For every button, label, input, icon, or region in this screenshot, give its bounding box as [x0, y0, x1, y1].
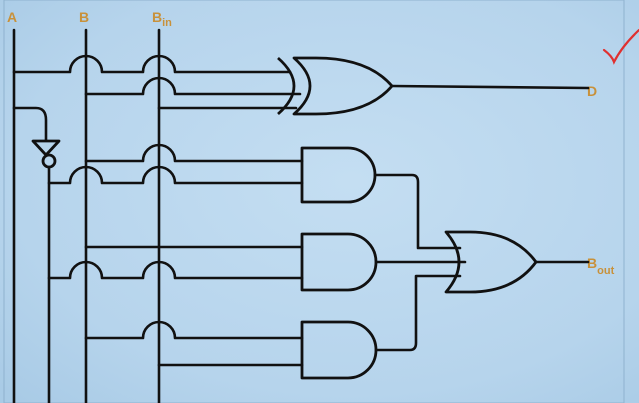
- and-gate-2: [300, 232, 378, 292]
- inverter-bubble: [41, 153, 57, 169]
- and3-to-or-wire: [374, 274, 462, 352]
- and2-input-abar-wire: [47, 260, 304, 280]
- xor-input-b-wire: [84, 76, 302, 96]
- output-d-label: D: [587, 83, 597, 99]
- and1-input-b-wire: [84, 143, 304, 163]
- and-gate-3: [300, 320, 378, 380]
- red-check-mark: [602, 28, 639, 65]
- a-to-inverter-wire: [12, 106, 48, 142]
- and1-to-or-wire: [373, 173, 462, 250]
- and1-input-abar-wire: [47, 165, 304, 185]
- output-bout-label: Bout: [587, 255, 615, 277]
- input-b-label: B: [79, 9, 89, 25]
- xor-gate-body: [292, 56, 394, 116]
- xor-gate-back-curve: [277, 56, 296, 116]
- board-edge: [3, 0, 625, 403]
- input-bin-label: Bin: [152, 9, 172, 29]
- or-gate: [444, 230, 538, 294]
- inverter-triangle: [31, 139, 61, 157]
- input-a-label: A: [7, 9, 17, 25]
- and3-input-b-wire: [84, 320, 304, 340]
- xor-input-a-wire: [12, 54, 292, 74]
- and-gate-1: [300, 146, 377, 204]
- output-d-wire: [390, 84, 590, 90]
